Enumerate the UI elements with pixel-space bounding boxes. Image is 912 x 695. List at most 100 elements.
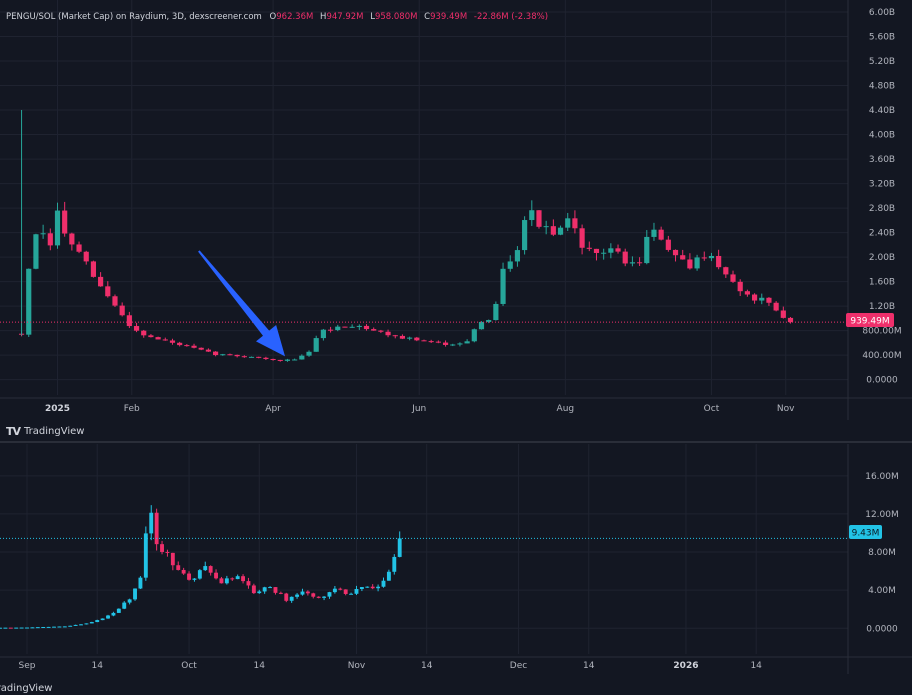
candle-down (176, 565, 181, 570)
y-tick-label: 4.40B (869, 106, 895, 116)
x-tick-label: Aug (557, 404, 575, 414)
candle-up (381, 580, 386, 587)
candle-up (349, 593, 354, 595)
candle-down (773, 302, 779, 311)
x-tick-label: Nov (348, 661, 366, 671)
candle-down (148, 335, 154, 338)
y-tick-label: 1.20B (869, 302, 895, 312)
x-tick-label: 14 (750, 661, 762, 671)
candle-down (428, 341, 434, 343)
candle-up (138, 577, 143, 589)
candle-down (241, 576, 246, 582)
x-tick-label: Apr (265, 404, 281, 414)
y-tick-label: 5.60B (869, 33, 895, 43)
candle-up (514, 250, 521, 262)
candle-up (248, 356, 255, 358)
y-tick-label: 4.00B (869, 131, 895, 141)
candle-up (14, 627, 19, 629)
time-axis[interactable]: 2025 Feb Apr Jun Aug Oct Nov (0, 397, 912, 414)
candle-down (593, 248, 600, 253)
candle-down (251, 585, 256, 594)
candle-down (536, 210, 542, 227)
candle-down (316, 596, 321, 598)
candle-down (8, 627, 13, 629)
tradingview-branding-top[interactable]: TV TradingView (6, 425, 84, 438)
tradingview-branding-bottom[interactable]: TradingView (0, 683, 52, 694)
candle-up (235, 576, 240, 580)
candle-up (84, 623, 89, 625)
candle-up (644, 236, 650, 264)
y-tick-label: 2.40B (869, 229, 895, 239)
x-tick-label: Oct (181, 661, 197, 671)
last-price-tag: 9.43M (849, 525, 882, 539)
candle-down (284, 593, 289, 601)
candle-down (198, 347, 204, 350)
candle-up (354, 589, 359, 594)
candle-down (219, 578, 224, 584)
candle-down (665, 239, 671, 250)
y-tick-label: 3.60B (869, 155, 895, 165)
candle-down (187, 573, 191, 580)
grid-lines (0, 444, 848, 654)
candle-up (122, 602, 127, 609)
candle-up (40, 233, 46, 235)
candle-up (486, 320, 492, 322)
legend-o-label: O (270, 12, 277, 22)
pane-divider (0, 441, 912, 443)
candle-up (257, 591, 262, 594)
candle-up (89, 622, 94, 624)
legend-change: -22.86M (-2.38%) (474, 12, 548, 22)
y-tick-label: 8.00M (868, 548, 896, 558)
candle-down (421, 340, 427, 342)
market-cap-chart-1y[interactable]: 0.0000 400.00M 800.00M 1.20B 1.60B 2.00B 2.40B… (0, 0, 912, 420)
candle-down (270, 358, 276, 360)
price-axis[interactable]: 0.0000 400.00M 800.00M 1.20B 1.60B 2.00B 2.40B… (847, 0, 902, 420)
candle-down (338, 588, 343, 590)
x-tick-label: 14 (421, 661, 433, 671)
candle-up (143, 533, 148, 578)
svg-text:PENGU/SOL (Market Cap) on Rayd: PENGU/SOL (Market Cap) on Raydium, 3D, d… (6, 12, 548, 22)
candle-down (751, 294, 758, 301)
grid-lines (0, 0, 848, 395)
candle-down (723, 267, 729, 275)
candle-down (241, 356, 247, 358)
x-tick-label: Dec (510, 661, 527, 671)
y-tick-label: 5.20B (869, 57, 895, 67)
candle-down (435, 341, 441, 343)
candle-up (73, 624, 78, 626)
candle-down (371, 329, 377, 331)
candle-up (46, 626, 51, 628)
candle-down (363, 325, 370, 330)
candle-up (268, 587, 273, 589)
candle-up (322, 596, 327, 598)
candle-up (57, 626, 62, 628)
candle-down (105, 286, 111, 297)
candle-up (759, 297, 765, 301)
arrow-shape (198, 250, 286, 357)
candle-down (165, 551, 170, 553)
candle-down (716, 255, 722, 268)
candle-down (208, 566, 213, 573)
candle-up (0, 627, 2, 629)
candle-up (651, 229, 657, 237)
candle-up (557, 227, 564, 235)
candle-up (464, 341, 470, 344)
candle-up (300, 591, 305, 595)
price-axis[interactable]: 0.0000 4.00M 8.00M 12.00M 16.00M (847, 444, 899, 674)
legend-o-value: 962.36M (276, 12, 313, 22)
candle-up (327, 592, 332, 597)
candle-up (192, 578, 197, 580)
candle-up (708, 255, 715, 259)
y-tick-label: 2.80B (869, 204, 895, 214)
candle-down (658, 229, 664, 240)
candle-down (162, 339, 168, 341)
candle-down (730, 274, 736, 282)
candle-down (119, 305, 125, 316)
candle-up (220, 354, 226, 356)
candle-up (224, 578, 229, 584)
candle-up (3, 627, 8, 629)
time-axis[interactable]: 25Sep14Oct14Nov14Dec14202614 (0, 656, 912, 671)
x-tick-label: 14 (583, 661, 595, 671)
y-tick-label: 16.00M (865, 472, 899, 482)
